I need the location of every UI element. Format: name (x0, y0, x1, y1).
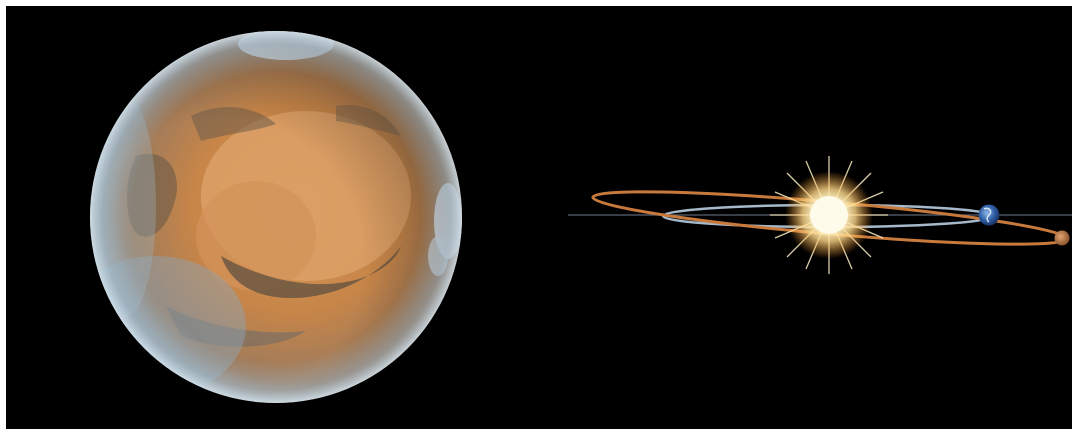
space-background (6, 6, 1072, 429)
mars-photo-panel (6, 6, 546, 429)
mars-planet (90, 31, 462, 403)
mars-illustration (90, 31, 462, 403)
earth (978, 204, 1000, 226)
sun (810, 196, 848, 234)
orbit-diagram-panel (546, 6, 1072, 429)
orbit-illustration (568, 156, 1072, 274)
mars (1054, 230, 1070, 246)
